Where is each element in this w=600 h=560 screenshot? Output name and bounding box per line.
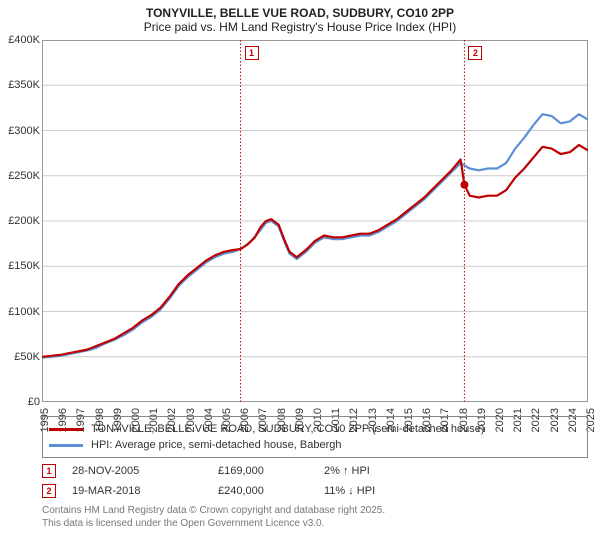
legend-label: TONYVILLE, BELLE VUE ROAD, SUDBURY, CO10… bbox=[91, 421, 485, 437]
title-block: TONYVILLE, BELLE VUE ROAD, SUDBURY, CO10… bbox=[0, 0, 600, 36]
legend-row: TONYVILLE, BELLE VUE ROAD, SUDBURY, CO10… bbox=[49, 421, 581, 437]
series-hpi bbox=[42, 114, 588, 358]
marker-price: £169,000 bbox=[218, 465, 308, 477]
chart-container: TONYVILLE, BELLE VUE ROAD, SUDBURY, CO10… bbox=[0, 0, 600, 560]
y-tick-label: £100K bbox=[2, 306, 40, 318]
legend-swatch bbox=[49, 444, 83, 447]
legend-box: TONYVILLE, BELLE VUE ROAD, SUDBURY, CO10… bbox=[42, 416, 588, 458]
y-tick-label: £300K bbox=[2, 125, 40, 137]
marker-change: 2% ↑ HPI bbox=[324, 465, 444, 477]
event-marker-box-1: 1 bbox=[245, 46, 259, 60]
marker-table-row: 2 19-MAR-2018 £240,000 11% ↓ HPI bbox=[42, 484, 588, 498]
legend-label: HPI: Average price, semi-detached house,… bbox=[91, 437, 342, 453]
title-address: TONYVILLE, BELLE VUE ROAD, SUDBURY, CO10… bbox=[10, 6, 590, 20]
attribution-footer: Contains HM Land Registry data © Crown c… bbox=[42, 504, 588, 530]
marker-change: 11% ↓ HPI bbox=[324, 485, 444, 497]
y-tick-label: £350K bbox=[2, 79, 40, 91]
plot-area: 12 bbox=[42, 40, 588, 402]
marker-id-box: 2 bbox=[42, 484, 56, 498]
y-tick-label: £0 bbox=[2, 396, 40, 408]
marker-date: 28-NOV-2005 bbox=[72, 465, 202, 477]
legend-swatch bbox=[49, 428, 83, 431]
footer-line1: Contains HM Land Registry data © Crown c… bbox=[42, 504, 588, 517]
marker-table-row: 1 28-NOV-2005 £169,000 2% ↑ HPI bbox=[42, 464, 588, 478]
marker-date: 19-MAR-2018 bbox=[72, 485, 202, 497]
legend-and-footer: TONYVILLE, BELLE VUE ROAD, SUDBURY, CO10… bbox=[42, 416, 588, 530]
marker-id-box: 1 bbox=[42, 464, 56, 478]
event-marker-box-2: 2 bbox=[468, 46, 482, 60]
y-tick-label: £250K bbox=[2, 170, 40, 182]
event-marker-table: 1 28-NOV-2005 £169,000 2% ↑ HPI 2 19-MAR-2018… bbox=[42, 464, 588, 498]
line-chart-svg bbox=[42, 40, 588, 402]
y-tick-label: £400K bbox=[2, 34, 40, 46]
title-subtitle: Price paid vs. HM Land Registry's House … bbox=[10, 20, 590, 34]
y-tick-label: £200K bbox=[2, 215, 40, 227]
marker-price: £240,000 bbox=[218, 485, 308, 497]
y-tick-label: £50K bbox=[2, 351, 40, 363]
legend-row: HPI: Average price, semi-detached house,… bbox=[49, 437, 581, 453]
y-tick-label: £150K bbox=[2, 260, 40, 272]
footer-line2: This data is licensed under the Open Gov… bbox=[42, 517, 588, 530]
series-tonyville bbox=[42, 145, 588, 357]
